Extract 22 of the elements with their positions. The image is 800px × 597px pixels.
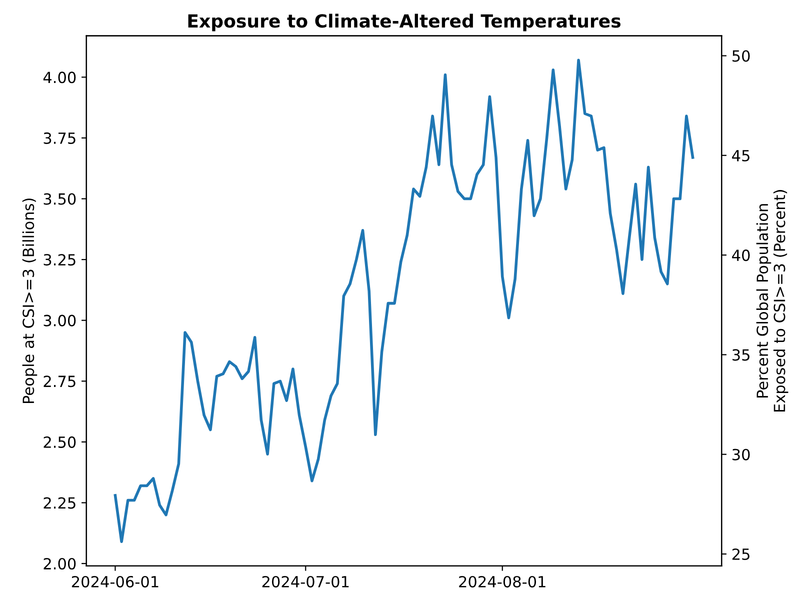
x-tick-label: 2024-08-01: [459, 576, 546, 588]
y-tick-label: 2.25: [44, 497, 76, 509]
line-series: [114, 58, 694, 544]
y2-axis-title: Percent Global Population Exposed to CSI>=3 (Percent): [756, 190, 788, 412]
x-tick-label: 2024-07-01: [262, 576, 349, 588]
y2-tick-label: 45: [732, 150, 750, 162]
y2-tick-label: 40: [732, 250, 750, 262]
chart-title: Exposure to Climate-Altered Temperatures: [188, 14, 620, 32]
y2-tick-label: 25: [732, 548, 750, 560]
y-tick-label: 3.50: [44, 193, 76, 205]
y-tick-label: 4.00: [43, 72, 76, 84]
y-tick-label: 2.50: [44, 436, 76, 448]
y2-tick-label: 50: [732, 50, 750, 62]
y-tick-label: 2.00: [44, 558, 76, 570]
y-tick-label: 3.25: [44, 254, 76, 266]
x-tick-label: 2024-06-01: [72, 576, 158, 588]
y-tick-label: 3.00: [44, 314, 76, 326]
y-tick-label: 2.75: [44, 376, 76, 388]
y2-tick-label: 30: [732, 448, 750, 460]
y-tick-label: 3.75: [44, 132, 76, 144]
y-axis-title: People at CSI>=3 (Billions): [22, 198, 38, 404]
y2-tick-label: 35: [732, 349, 750, 361]
